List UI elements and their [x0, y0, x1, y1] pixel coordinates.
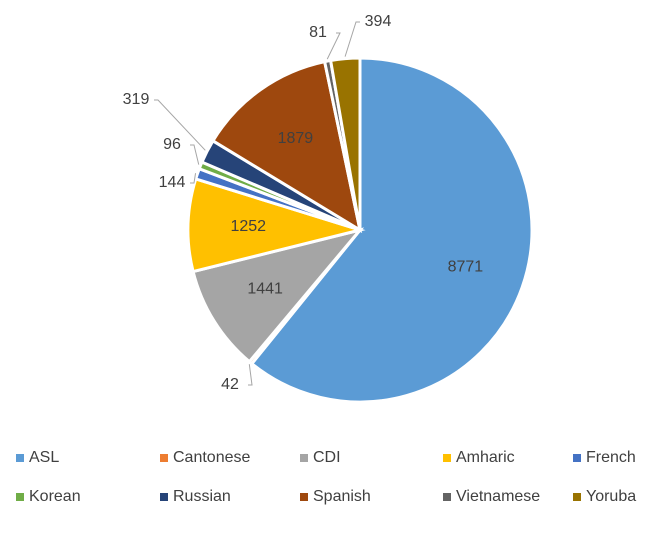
legend-label: Vietnamese	[456, 488, 540, 505]
leader-line	[326, 32, 341, 60]
legend-label: Russian	[173, 488, 231, 505]
legend-label: French	[586, 449, 636, 466]
data-label: 8771	[448, 259, 484, 276]
data-label: 319	[123, 91, 150, 108]
pie-slice	[249, 56, 534, 404]
pie-slice	[210, 59, 363, 234]
legend-label: Amharic	[456, 449, 515, 466]
legend-marker	[16, 493, 24, 501]
data-label: 144	[159, 174, 186, 191]
legend-marker	[160, 454, 168, 462]
legend-marker	[443, 454, 451, 462]
legend-label: ASL	[29, 449, 59, 466]
legend-label: Spanish	[313, 488, 371, 505]
legend-marker	[573, 493, 581, 501]
data-label: 394	[365, 13, 392, 30]
legend-marker	[573, 454, 581, 462]
pie-slice	[328, 56, 362, 231]
legend-marker	[300, 454, 308, 462]
data-label: 42	[221, 376, 239, 393]
leader-line	[190, 144, 200, 165]
legend-label: Cantonese	[173, 449, 250, 466]
legend-label: CDI	[313, 449, 341, 466]
pie-slice	[191, 227, 365, 364]
legend-marker	[443, 493, 451, 501]
data-label: 81	[309, 24, 327, 41]
data-label: 1879	[278, 130, 314, 147]
legend-marker	[16, 454, 24, 462]
legend-label: Yoruba	[586, 488, 636, 505]
pie-slice	[186, 177, 366, 274]
leader-line	[154, 99, 206, 151]
leader-line	[344, 21, 360, 57]
legend-marker	[300, 493, 308, 501]
leader-line	[248, 364, 253, 386]
data-label: 96	[163, 136, 181, 153]
data-label: 1252	[230, 218, 266, 235]
leader-line	[190, 173, 197, 184]
data-label: 1441	[247, 280, 283, 297]
legend-label: Korean	[29, 488, 81, 505]
legend-marker	[160, 493, 168, 501]
